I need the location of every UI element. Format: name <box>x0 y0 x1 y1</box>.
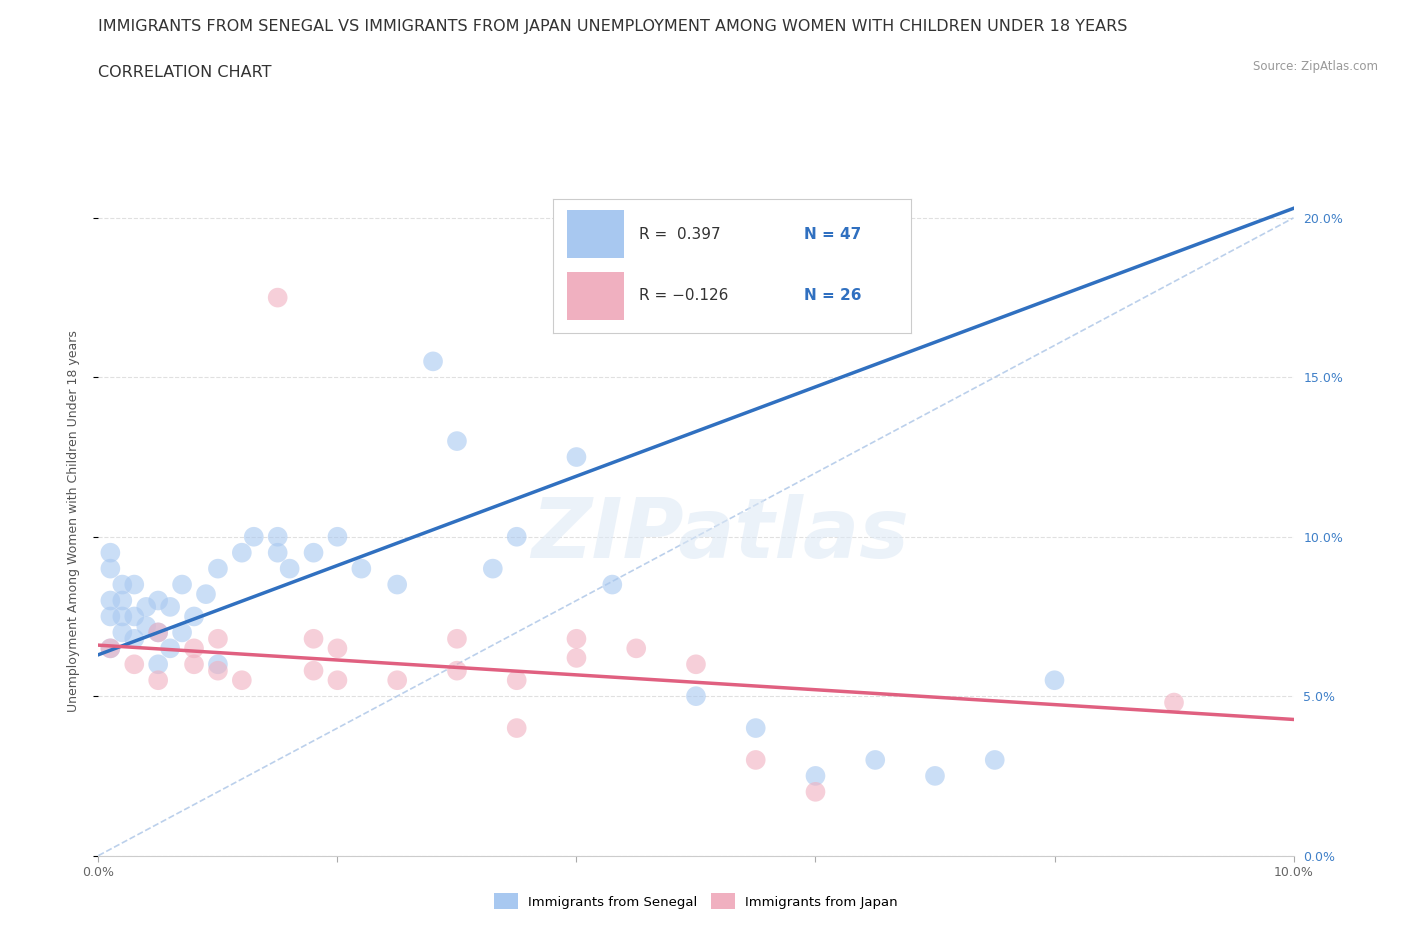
Point <box>326 672 349 687</box>
Point <box>111 593 134 608</box>
Point <box>278 561 301 576</box>
Legend: Immigrants from Senegal, Immigrants from Japan: Immigrants from Senegal, Immigrants from… <box>488 886 904 916</box>
Point <box>446 631 468 646</box>
Point <box>385 672 409 687</box>
Point <box>100 545 122 560</box>
Point <box>602 578 624 592</box>
Point <box>172 578 194 592</box>
Point <box>984 752 1007 767</box>
Point <box>243 529 266 544</box>
Point <box>148 625 170 640</box>
Point <box>924 768 946 783</box>
Point <box>183 609 205 624</box>
Point <box>267 290 290 305</box>
Point <box>422 354 444 369</box>
Point <box>745 752 768 767</box>
Text: IMMIGRANTS FROM SENEGAL VS IMMIGRANTS FROM JAPAN UNEMPLOYMENT AMONG WOMEN WITH C: IMMIGRANTS FROM SENEGAL VS IMMIGRANTS FR… <box>98 19 1128 33</box>
Point <box>506 721 529 736</box>
Point <box>865 752 887 767</box>
Point <box>302 545 325 560</box>
Point <box>565 449 588 464</box>
Point <box>183 657 205 671</box>
Point <box>446 663 468 678</box>
Point <box>385 578 409 592</box>
Point <box>148 657 170 671</box>
Point <box>148 625 170 640</box>
Point <box>207 561 229 576</box>
Point <box>565 650 588 665</box>
Point <box>135 600 157 615</box>
Point <box>506 529 529 544</box>
Point <box>124 578 146 592</box>
Point <box>111 625 134 640</box>
Point <box>159 641 181 656</box>
Point <box>183 641 205 656</box>
Point <box>685 689 707 704</box>
Point <box>326 641 349 656</box>
Point <box>100 593 122 608</box>
Point <box>207 663 229 678</box>
Point <box>195 587 218 602</box>
Y-axis label: Unemployment Among Women with Children Under 18 years: Unemployment Among Women with Children U… <box>67 330 80 711</box>
Point <box>446 433 468 448</box>
Point <box>135 618 157 633</box>
Point <box>100 609 122 624</box>
Point <box>172 625 194 640</box>
Point <box>1043 672 1066 687</box>
Point <box>124 631 146 646</box>
Point <box>302 663 325 678</box>
Point <box>124 609 146 624</box>
Point <box>506 672 529 687</box>
Point <box>267 529 290 544</box>
Point <box>231 545 253 560</box>
Point <box>100 561 122 576</box>
Point <box>111 578 134 592</box>
Point <box>148 672 170 687</box>
Point <box>804 784 827 799</box>
Text: Source: ZipAtlas.com: Source: ZipAtlas.com <box>1253 60 1378 73</box>
Point <box>1163 695 1185 710</box>
Point <box>207 631 229 646</box>
Point <box>804 768 827 783</box>
Point <box>302 631 325 646</box>
Point <box>481 561 505 576</box>
Point <box>100 641 122 656</box>
Point <box>207 657 229 671</box>
Point <box>685 657 707 671</box>
Point <box>350 561 373 576</box>
Point <box>745 721 768 736</box>
Point <box>326 529 349 544</box>
Point <box>626 641 648 656</box>
Point <box>159 600 181 615</box>
Text: CORRELATION CHART: CORRELATION CHART <box>98 65 271 80</box>
Point <box>148 593 170 608</box>
Point <box>100 641 122 656</box>
Point <box>231 672 253 687</box>
Point <box>565 631 588 646</box>
Text: ZIPatlas: ZIPatlas <box>531 494 908 575</box>
Point <box>124 657 146 671</box>
Point <box>111 609 134 624</box>
Point <box>267 545 290 560</box>
